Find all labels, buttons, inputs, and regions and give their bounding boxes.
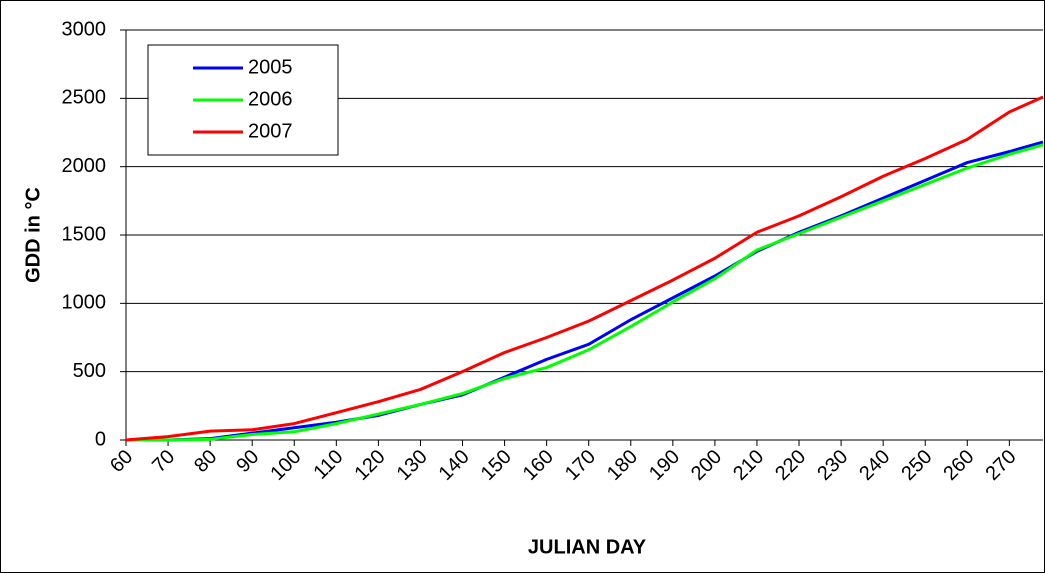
series-line: [126, 140, 1044, 442]
y-tick-label: 1000: [62, 292, 107, 314]
y-tick-label: 1500: [62, 223, 107, 245]
y-axis-label: GDD in °C: [22, 187, 44, 283]
y-tick-label: 3000: [62, 18, 107, 40]
y-tick-label: 500: [73, 360, 106, 382]
y-tick-label: 2000: [62, 155, 107, 177]
x-axis-label: JULIAN DAY: [528, 536, 647, 558]
series-line: [126, 143, 1044, 442]
series-line: [125, 95, 1044, 442]
legend-label: 2005: [248, 56, 293, 78]
y-tick-label: 2500: [62, 87, 107, 109]
legend-label: 2007: [248, 120, 293, 142]
y-tick-label: 0: [95, 428, 106, 450]
legend-label: 2006: [248, 88, 293, 110]
